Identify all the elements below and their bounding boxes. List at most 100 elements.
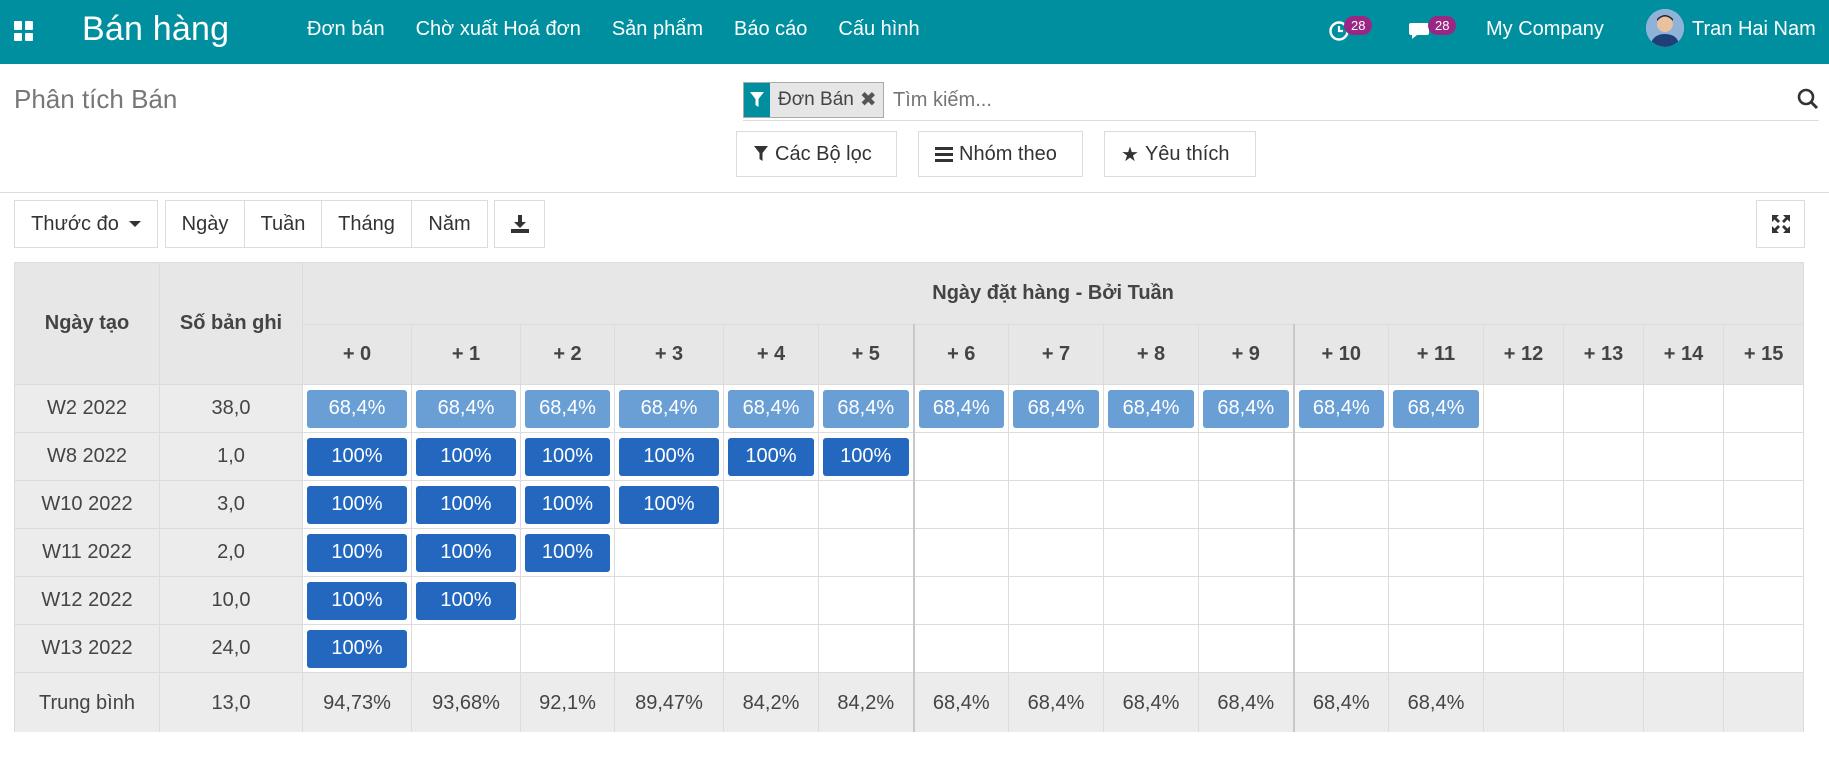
cohort-cell[interactable]: 100% — [302, 480, 412, 529]
retention-value[interactable]: 68,4% — [416, 389, 516, 428]
company-switcher[interactable]: My Company — [1486, 18, 1604, 40]
download-icon — [510, 215, 529, 233]
retention-value[interactable]: 68,4% — [307, 389, 407, 428]
search-icon[interactable] — [1797, 88, 1819, 115]
retention-value[interactable]: 68,4% — [823, 389, 909, 428]
cohort-cell[interactable]: 68,4% — [1388, 384, 1484, 433]
average-label: Trung bình — [14, 672, 160, 732]
close-icon[interactable]: ✖ — [859, 89, 877, 111]
retention-value[interactable]: 100% — [416, 533, 516, 572]
cohort-cell[interactable]: 68,4% — [302, 384, 412, 433]
activity-button[interactable]: 28 — [1328, 16, 1378, 46]
filters-button[interactable]: Các Bộ lọc — [736, 131, 897, 177]
retention-value[interactable]: 100% — [416, 437, 516, 476]
cohort-cell[interactable]: 68,4% — [912, 384, 1009, 433]
cohort-cell[interactable]: 100% — [818, 432, 914, 481]
retention-value[interactable]: 100% — [307, 629, 407, 668]
menu-item-to-invoice[interactable]: Chờ xuất Hoá đơn — [415, 18, 581, 40]
retention-value[interactable]: 100% — [307, 437, 407, 476]
fullscreen-button[interactable] — [1756, 200, 1805, 248]
user-avatar[interactable] — [1646, 9, 1684, 47]
cohort-cell[interactable]: 68,4% — [1292, 384, 1389, 433]
retention-value[interactable]: 68,4% — [728, 389, 814, 428]
cohort-cell[interactable]: 100% — [302, 528, 412, 577]
cohort-cell[interactable]: 100% — [520, 528, 615, 577]
cohort-cell[interactable]: 100% — [614, 432, 724, 481]
measures-dropdown[interactable]: Thước đo — [14, 200, 158, 248]
cohort-cell — [1388, 624, 1484, 673]
interval-day-button[interactable]: Ngày — [165, 200, 245, 248]
favorites-label: Yêu thích — [1144, 142, 1230, 165]
cohort-cell — [1008, 480, 1104, 529]
cohort-cell[interactable]: 68,4% — [1008, 384, 1104, 433]
cohort-cell[interactable]: 100% — [302, 576, 412, 625]
cohort-cell[interactable]: 100% — [302, 432, 412, 481]
favorites-button[interactable]: ★ Yêu thích — [1104, 131, 1256, 177]
cohort-cell — [1103, 480, 1199, 529]
retention-value[interactable]: 100% — [416, 581, 516, 620]
row-label: W13 2022 — [14, 624, 160, 673]
header-record-count[interactable]: Số bản ghi — [159, 262, 303, 385]
group-by-button[interactable]: Nhóm theo — [918, 131, 1083, 177]
cohort-cell[interactable]: 100% — [411, 528, 521, 577]
menu-item-orders[interactable]: Đơn bán — [307, 18, 385, 40]
retention-value[interactable]: 68,4% — [918, 389, 1004, 428]
cohort-cell[interactable]: 100% — [411, 576, 521, 625]
retention-value[interactable]: 100% — [525, 485, 610, 524]
cohort-cell[interactable]: 68,4% — [520, 384, 615, 433]
search-input[interactable] — [891, 88, 1775, 113]
retention-value[interactable]: 68,4% — [1013, 389, 1099, 428]
user-menu[interactable]: Tran Hai Nam — [1692, 18, 1816, 40]
row-count: 38,0 — [159, 384, 303, 433]
average-value: 68,4% — [912, 672, 1009, 732]
interval-week-button[interactable]: Tuần — [244, 200, 322, 248]
retention-value[interactable]: 100% — [619, 437, 719, 476]
cohort-cell[interactable]: 68,4% — [723, 384, 819, 433]
retention-value[interactable]: 100% — [823, 437, 909, 476]
cohort-cell[interactable]: 100% — [723, 432, 819, 481]
menu-item-configuration[interactable]: Cấu hình — [838, 18, 920, 40]
retention-value[interactable]: 68,4% — [1393, 389, 1479, 428]
header-created-date[interactable]: Ngày tạo — [14, 262, 160, 385]
cohort-cell[interactable]: 68,4% — [1198, 384, 1294, 433]
cohort-cell — [1483, 528, 1564, 577]
cohort-cell — [1563, 576, 1644, 625]
cohort-cell[interactable]: 100% — [411, 480, 521, 529]
cohort-cell[interactable]: 100% — [411, 432, 521, 481]
retention-value[interactable]: 100% — [416, 485, 516, 524]
cohort-cell[interactable]: 100% — [520, 480, 615, 529]
retention-value[interactable]: 100% — [307, 533, 407, 572]
retention-value[interactable]: 100% — [525, 533, 610, 572]
apps-menu-icon[interactable] — [14, 21, 34, 41]
retention-value[interactable]: 100% — [619, 485, 719, 524]
retention-value[interactable]: 68,4% — [1203, 389, 1289, 428]
cohort-cell[interactable]: 100% — [302, 624, 412, 673]
cohort-cell[interactable]: 100% — [520, 432, 615, 481]
retention-value[interactable]: 68,4% — [619, 389, 719, 428]
menu-item-reporting[interactable]: Báo cáo — [734, 18, 808, 40]
cohort-cell — [1483, 624, 1564, 673]
interval-month-button[interactable]: Tháng — [321, 200, 412, 248]
cohort-cell — [1008, 576, 1104, 625]
group-by-label: Nhóm theo — [959, 142, 1057, 165]
cohort-cell — [1722, 576, 1805, 625]
retention-value[interactable]: 100% — [728, 437, 814, 476]
cohort-cell[interactable]: 68,4% — [1103, 384, 1199, 433]
interval-year-button[interactable]: Năm — [411, 200, 488, 248]
retention-value[interactable]: 68,4% — [525, 389, 610, 428]
retention-value[interactable]: 68,4% — [1108, 389, 1194, 428]
row-count: 2,0 — [159, 528, 303, 577]
menu-item-products[interactable]: Sản phẩm — [611, 18, 703, 40]
retention-value[interactable]: 68,4% — [1298, 389, 1384, 428]
retention-value[interactable]: 100% — [525, 437, 610, 476]
period-header: + 4 — [723, 324, 819, 385]
download-button[interactable] — [494, 200, 545, 248]
cohort-cell[interactable]: 68,4% — [411, 384, 521, 433]
retention-value[interactable]: 100% — [307, 485, 407, 524]
app-brand[interactable]: Bán hàng — [82, 10, 230, 48]
retention-value[interactable]: 100% — [307, 581, 407, 620]
cohort-cell[interactable]: 68,4% — [818, 384, 914, 433]
messages-button[interactable]: 28 — [1408, 16, 1464, 46]
cohort-cell[interactable]: 100% — [614, 480, 724, 529]
cohort-cell[interactable]: 68,4% — [614, 384, 724, 433]
